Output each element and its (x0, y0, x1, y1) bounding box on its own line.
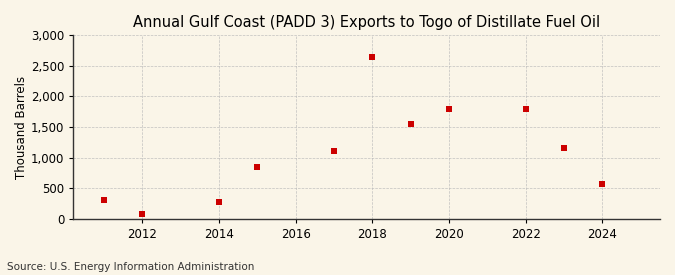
Text: Source: U.S. Energy Information Administration: Source: U.S. Energy Information Administ… (7, 262, 254, 272)
Title: Annual Gulf Coast (PADD 3) Exports to Togo of Distillate Fuel Oil: Annual Gulf Coast (PADD 3) Exports to To… (133, 15, 600, 30)
Y-axis label: Thousand Barrels: Thousand Barrels (15, 75, 28, 178)
